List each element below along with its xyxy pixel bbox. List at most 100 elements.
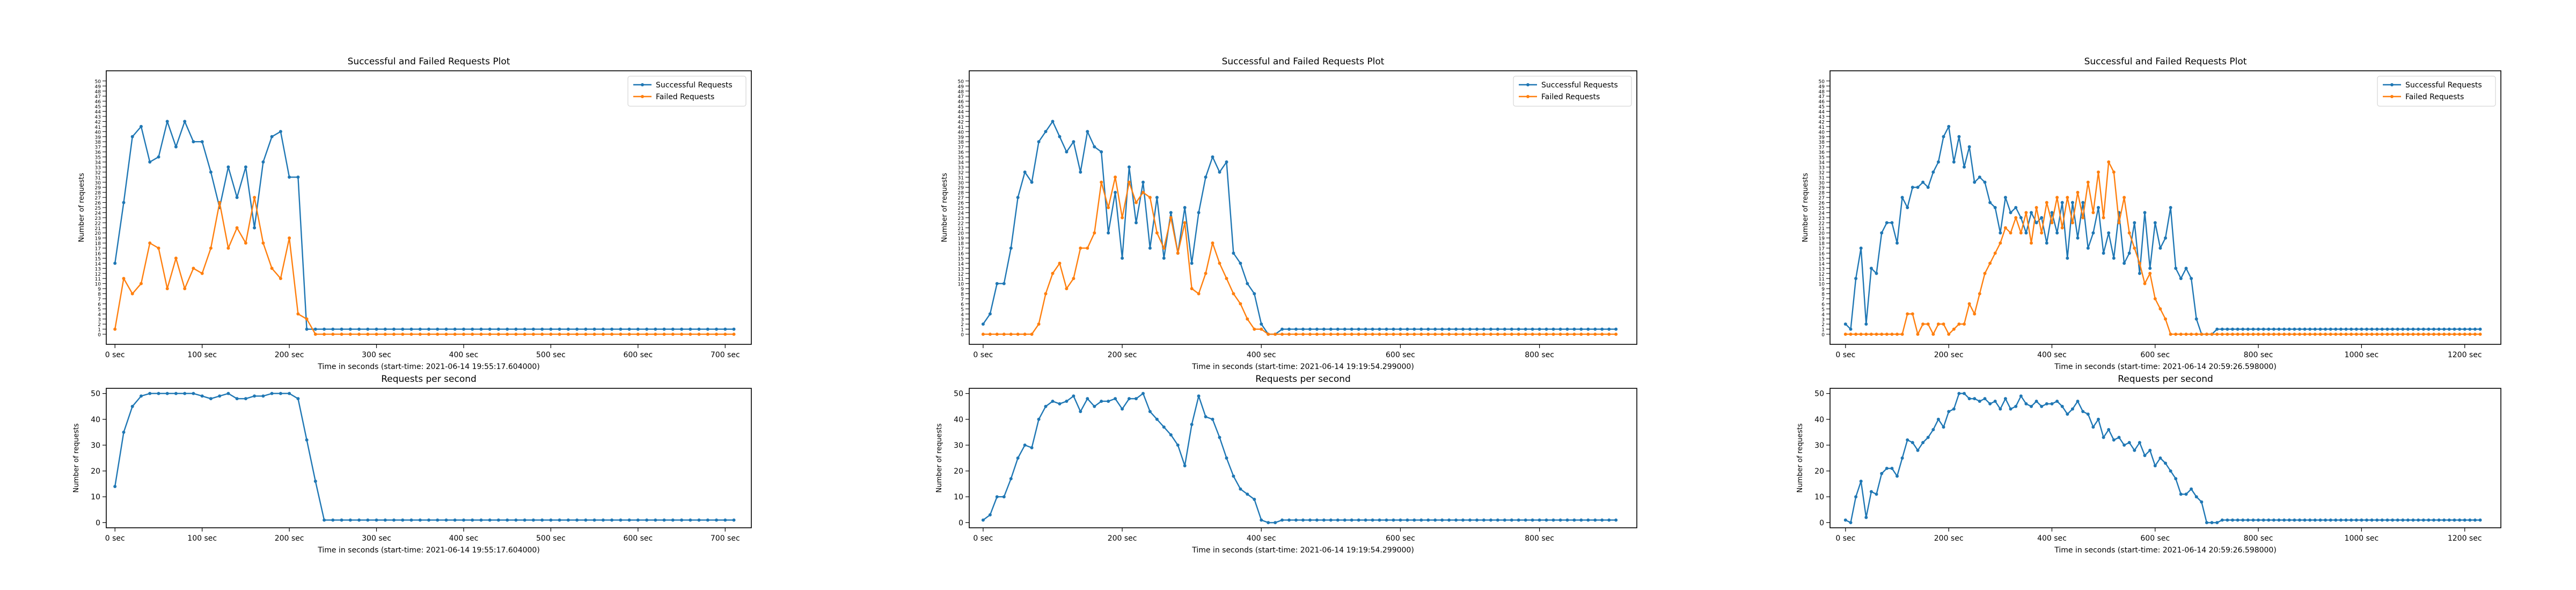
data-point [2086,246,2090,250]
data-point [130,404,134,408]
data-point [2350,327,2353,331]
data-point [2313,327,2317,331]
data-point [2272,327,2275,331]
data-point [140,394,143,398]
data-point [2421,518,2425,522]
data-point [1906,206,1909,209]
data-point [1942,425,1945,429]
data-point [1051,271,1055,275]
data-point [1155,231,1159,235]
legend-label: Successful Requests [656,81,733,90]
data-point [1016,456,1020,460]
data-point [1274,333,1277,336]
legend: Successful Requests Failed Requests [2377,76,2496,107]
data-point [1350,333,1353,336]
data-point [995,282,999,285]
data-point [436,327,440,331]
data-point [1517,327,1520,331]
data-point [1197,292,1201,296]
data-point [2417,518,2420,522]
data-point [235,196,239,200]
data-point [514,327,518,331]
data-point [2091,211,2095,215]
data-point [1869,490,1873,493]
data-point [1489,327,1492,331]
data-point [1600,327,1604,331]
data-point [1239,261,1242,265]
data-point [662,518,666,522]
data-point [2112,170,2116,174]
plot-frame [106,388,752,528]
y-tick-label: 13 [95,267,101,272]
data-point [2344,333,2348,336]
data-point [2194,317,2198,321]
legend-label: Failed Requests [656,93,714,101]
data-point [1843,333,1847,336]
y-tick-label: 39 [95,135,101,141]
data-point [995,495,999,499]
data-point [1135,397,1138,401]
x-tick-label: 200 sec [275,351,304,359]
y-tick-label: 47 [1819,94,1825,100]
data-point [1503,518,1506,522]
y-tick-label: 11 [1819,277,1825,282]
series-line [114,121,734,330]
data-point [1963,322,1966,326]
data-point [2473,327,2477,331]
data-point [1983,397,1987,401]
data-point [2257,333,2260,336]
data-point [988,513,992,517]
data-point [226,392,230,395]
y-tick-label: 2 [961,322,964,328]
x-tick-label: 0 sec [1835,534,1855,543]
data-point [2303,327,2307,331]
y-tick-label: 30 [95,181,101,186]
series-group [113,120,736,331]
data-point [2148,267,2152,270]
data-point [130,292,134,296]
data-point [619,333,623,336]
data-point [348,518,352,522]
y-tick-label: 37 [958,145,964,151]
data-point [1906,312,1909,316]
data-point [2447,327,2451,331]
data-point [2133,246,2136,250]
data-point [1232,292,1235,296]
data-point [1538,327,1541,331]
data-point [2354,518,2358,522]
data-point [305,327,309,331]
data-point [2097,206,2100,209]
data-point [1558,333,1562,336]
data-point [1287,518,1291,522]
data-point [1169,216,1173,219]
data-point [2030,404,2033,408]
data-point [2396,518,2399,522]
data-point [2241,327,2245,331]
data-point [531,333,535,336]
data-point [662,333,666,336]
y-tick-label: 0 [96,519,100,527]
data-point [479,327,483,331]
data-point [1294,518,1298,522]
data-point [1468,518,1472,522]
data-point [723,333,727,336]
data-point [140,282,143,285]
data-point [1849,327,1853,331]
y-tick-label: 40 [1819,130,1825,135]
y-tick-label: 12 [1819,272,1825,277]
data-point [1988,261,1992,265]
data-point [1524,333,1527,336]
data-point [1916,448,1920,452]
data-point [2169,206,2172,209]
data-point [1107,231,1110,235]
data-point [1079,246,1082,250]
data-point [2262,518,2265,522]
data-point [2040,231,2044,235]
y-tick-label: 17 [958,247,964,252]
data-point [1002,282,1006,285]
data-point [2107,231,2111,235]
data-point [1911,312,1914,316]
data-point [2174,333,2178,336]
data-point [1392,327,1395,331]
data-point [1926,436,1930,439]
